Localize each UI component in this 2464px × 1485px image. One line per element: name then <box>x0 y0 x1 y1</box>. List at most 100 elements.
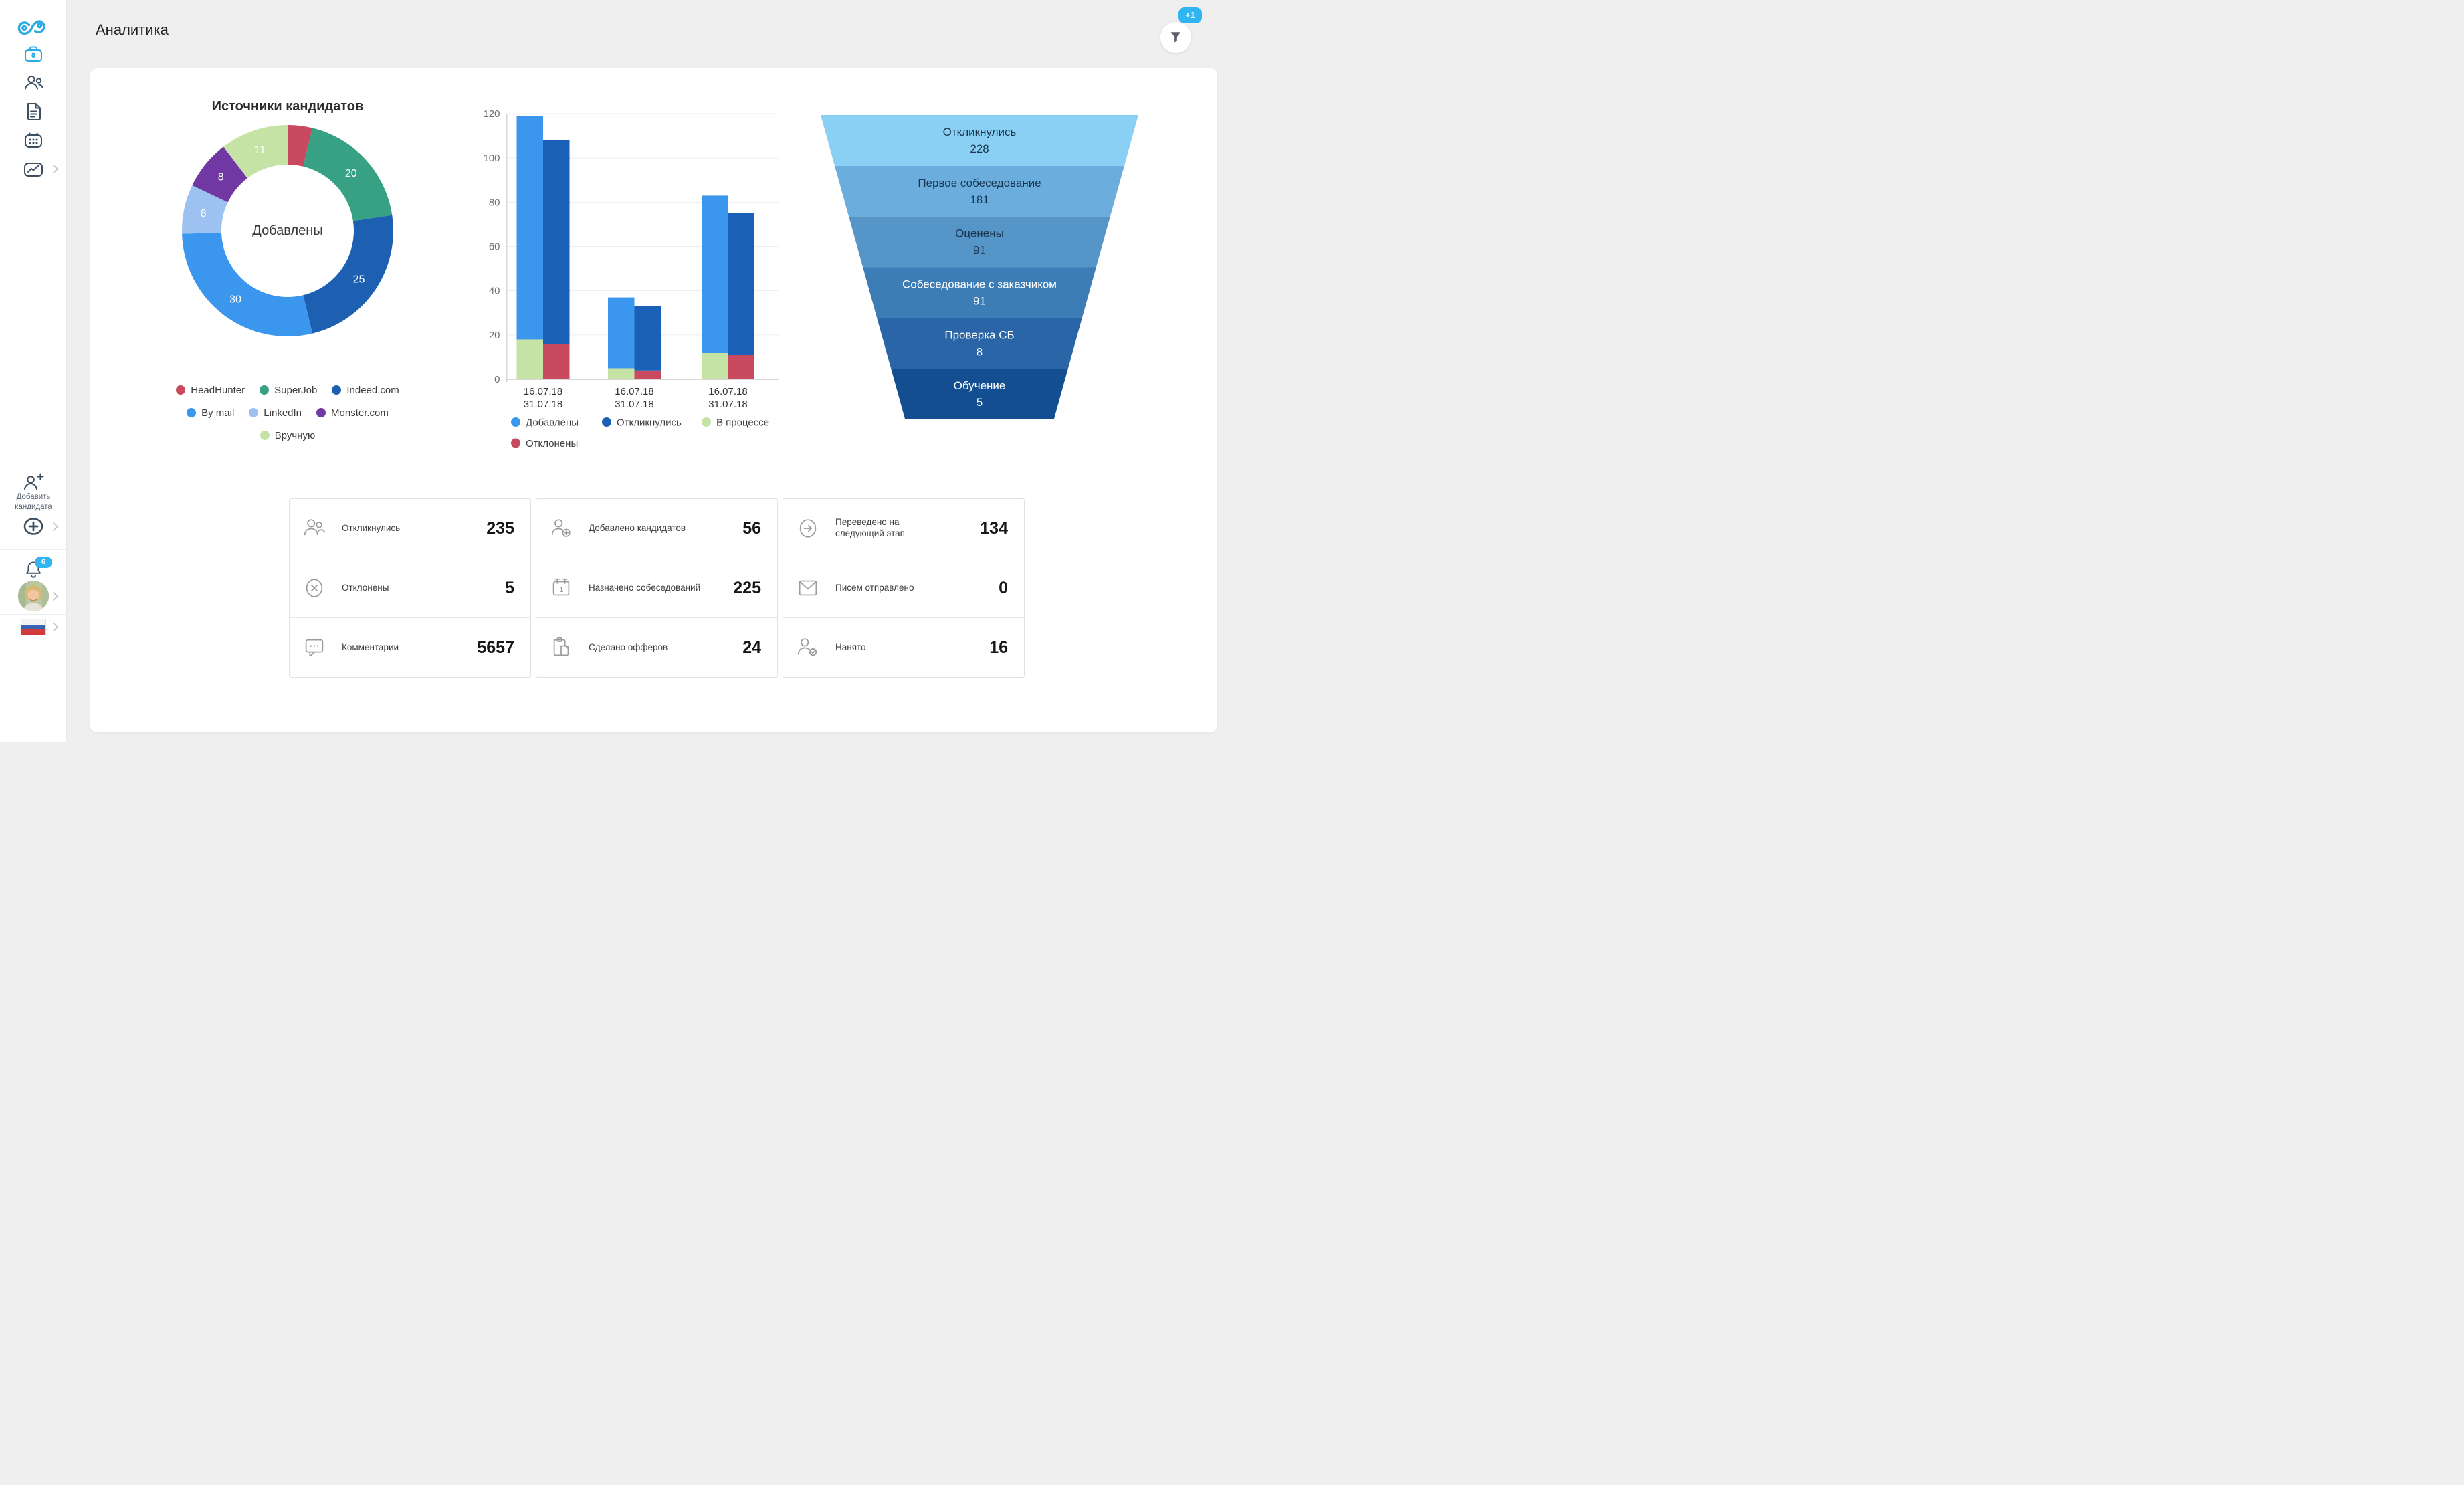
donut-chart-title: Источники кандидатов <box>211 99 364 114</box>
legend-item-Monster.com[interactable]: Monster.com <box>316 407 389 419</box>
create-button[interactable] <box>0 514 67 538</box>
legend-dot-icon <box>249 408 259 417</box>
svg-text:Добавлены: Добавлены <box>526 417 579 429</box>
sidebar-item-candidates[interactable] <box>0 72 67 94</box>
y-axis-tick-label: 100 <box>483 153 500 164</box>
bar-segment-Добавлены-group1[interactable] <box>516 116 544 340</box>
chevron-right-icon <box>53 592 59 601</box>
donut-segment-SuperJob[interactable] <box>303 128 393 221</box>
bar-segment-В процессе-group1[interactable] <box>516 339 544 379</box>
bar-segment-Откликнулись-group1[interactable] <box>543 140 570 344</box>
sidebar-item-calendar[interactable] <box>0 130 67 151</box>
legend-dot-icon <box>176 385 186 395</box>
sidebar-item-reports[interactable] <box>0 101 67 122</box>
funnel-stage-Откликнулись[interactable] <box>821 115 1138 166</box>
funnel-stage-Оценены[interactable] <box>849 216 1110 268</box>
donut-segment-HeadHunter[interactable] <box>288 125 313 167</box>
bar-segment-В процессе-group3[interactable] <box>702 353 728 379</box>
arrow-right-circle-icon <box>799 519 817 538</box>
x-axis-tick-label: 16.07.18 <box>708 386 747 397</box>
analytics-card: Источники кандидатов 20 25 30 8 8 11 Добавлен… <box>90 68 1217 732</box>
bar-segment-Отклонены-group1[interactable] <box>543 344 570 379</box>
stats-table: Откликнулись 235 Отклонены 5 Комментарии 5657… <box>289 498 1025 678</box>
funnel-stage-Обучение[interactable] <box>891 369 1068 419</box>
stat-label: Назначено собеседований <box>589 583 701 593</box>
legend-item-LinkedIn[interactable]: LinkedIn <box>249 407 302 419</box>
bar-segment-Откликнулись-group3[interactable] <box>728 213 755 355</box>
bar-segment-Отклонены-group2[interactable] <box>634 370 661 379</box>
donut-segment-LinkedIn[interactable] <box>182 185 228 234</box>
funnel-stage-Первое собеседование[interactable] <box>835 165 1124 217</box>
legend-item-HeadHunter[interactable]: HeadHunter <box>176 384 245 396</box>
stat-cell-Добавлено кандидатов: Добавлено кандидатов 56 <box>536 499 777 559</box>
donut-segment-By mail[interactable] <box>182 232 313 336</box>
activity-bar-chart: 0 20 40 60 80 100 120 16.07.18 31.07.18 16.07.18 3… <box>483 108 779 450</box>
legend-item-Вручную[interactable]: Вручную <box>260 429 315 441</box>
donut-segment-Monster.com[interactable] <box>192 146 247 203</box>
donut-legend-row: Вручную <box>134 429 441 441</box>
legend-item-By mail[interactable]: By mail <box>187 407 234 419</box>
funnel-stage-label: Оценены <box>955 227 1004 240</box>
stat-value: 16 <box>989 637 1008 657</box>
analytics-chart-icon <box>24 163 43 177</box>
legend-item-Indeed.com[interactable]: Indeed.com <box>332 384 399 396</box>
funnel-stage-label: Собеседование с заказчиком <box>902 278 1057 291</box>
legend-item-Добавлены[interactable]: Добавлены <box>511 417 579 429</box>
stat-cell-Переведено на следующий этап: Переведено на следующий этап 134 <box>783 499 1024 559</box>
stat-label: Комментарии <box>342 641 399 652</box>
stat-value: 5657 <box>477 637 514 657</box>
legend-dot-icon <box>316 408 326 417</box>
y-axis-tick-label: 80 <box>489 197 500 208</box>
funnel-stage-Собеседование с заказчиком[interactable] <box>863 267 1096 318</box>
user-avatar[interactable] <box>18 581 49 611</box>
bar-segment-В процессе-group2[interactable] <box>608 368 635 379</box>
funnel-stage-value: 181 <box>970 193 989 206</box>
donut-value-label: 25 <box>353 274 365 285</box>
x-axis-tick-label: 31.07.18 <box>708 399 747 410</box>
legend-item-Отклонены[interactable]: Отклонены <box>511 438 578 450</box>
funnel-stage-value: 5 <box>977 396 983 409</box>
filter-count-badge: +1 <box>1178 7 1202 23</box>
sidebar: Добавить кандидата 6 <box>0 0 67 742</box>
analytics-dashboard: Добавить кандидата 6 <box>0 0 1232 742</box>
bar-segment-Отклонены-group3[interactable] <box>728 355 755 379</box>
filter-button[interactable] <box>1160 22 1191 53</box>
candidate-sources-donut-chart: 20 25 30 8 8 11 Добавлены <box>181 124 395 338</box>
donut-value-label: 8 <box>218 172 224 183</box>
chevron-right-icon <box>53 623 59 631</box>
language-selector-russian-flag[interactable] <box>21 619 46 635</box>
bar-segment-Добавлены-group2[interactable] <box>608 297 635 369</box>
bar-segment-Добавлены-group3[interactable] <box>702 195 728 353</box>
legend-item-Откликнулись[interactable]: Откликнулись <box>602 417 682 429</box>
y-axis-tick-label: 40 <box>489 286 500 297</box>
bar-segment-Откликнулись-group2[interactable] <box>634 306 661 371</box>
donut-segment-Indeed.com[interactable] <box>303 215 393 334</box>
logo-swirl-icon[interactable] <box>0 16 67 40</box>
stats-column: Откликнулись 235 Отклонены 5 Комментарии 5657 <box>289 498 531 678</box>
x-axis-tick-label: 31.07.18 <box>615 399 653 410</box>
funnel-stage-value: 91 <box>973 244 986 257</box>
cross-circle-icon <box>306 579 323 598</box>
stat-value: 235 <box>486 518 514 538</box>
y-axis-tick-label: 20 <box>489 330 500 341</box>
legend-item-SuperJob[interactable]: SuperJob <box>260 384 317 396</box>
plus-circle-icon <box>23 518 43 535</box>
stat-value: 225 <box>733 578 761 597</box>
donut-segment-Вручную[interactable] <box>223 125 288 179</box>
funnel-stage-Проверка СБ[interactable] <box>877 318 1082 369</box>
stats-column: Добавлено кандидатов 56 1 Назначено собесед… <box>536 498 778 678</box>
sidebar-item-vacancies[interactable] <box>0 43 67 65</box>
people-icon <box>24 75 43 90</box>
notifications-button[interactable] <box>0 559 67 579</box>
person-plus-icon <box>551 519 571 538</box>
add-candidate-button[interactable] <box>0 472 67 494</box>
y-axis-tick-label: 0 <box>494 374 500 385</box>
legend-label: SuperJob <box>274 384 318 396</box>
stat-cell-Отклонены: Отклонены 5 <box>290 558 530 618</box>
briefcase-icon <box>24 46 43 62</box>
document-icon <box>27 103 41 120</box>
sidebar-item-analytics[interactable] <box>0 159 67 180</box>
svg-text:Откликнулись: Откликнулись <box>617 417 682 429</box>
legend-item-В процессе[interactable]: В процессе <box>702 417 769 429</box>
add-candidate-label: Добавить кандидата <box>15 493 52 511</box>
